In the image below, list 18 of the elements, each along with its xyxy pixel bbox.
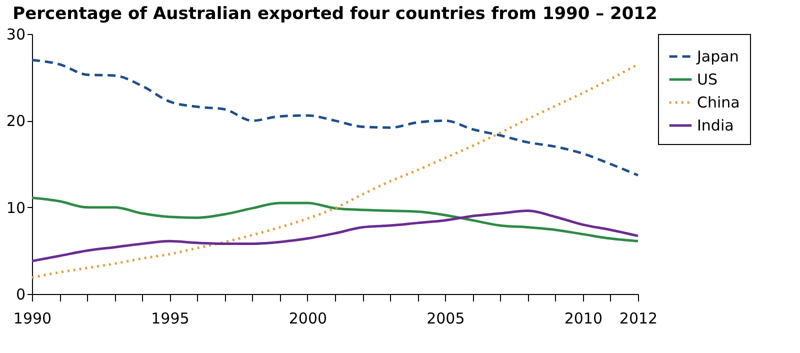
y-tick-label: 20 — [6, 112, 26, 130]
y-tick-label: 30 — [6, 26, 26, 44]
x-tick-label: 2012 — [619, 310, 658, 328]
y-tick-label: 0 — [16, 286, 26, 304]
x-tick-label: 2000 — [288, 310, 328, 328]
x-tick-label: 1995 — [151, 310, 190, 328]
legend-label: Japan — [696, 48, 739, 66]
chart-title: Percentage of Australian exported four countries from 1990 – 2012 — [12, 4, 658, 24]
y-tick-label: 10 — [6, 198, 26, 217]
x-tick-label: 1990 — [13, 310, 52, 328]
legend-label: China — [697, 94, 740, 112]
line-series — [30, 58, 640, 177]
line-series — [30, 210, 640, 262]
legend-label: US — [697, 70, 718, 88]
x-tick-label: 2010 — [564, 310, 603, 328]
legend-label: India — [697, 116, 734, 134]
x-tick-label: 2005 — [426, 310, 465, 328]
line-series — [30, 196, 640, 242]
